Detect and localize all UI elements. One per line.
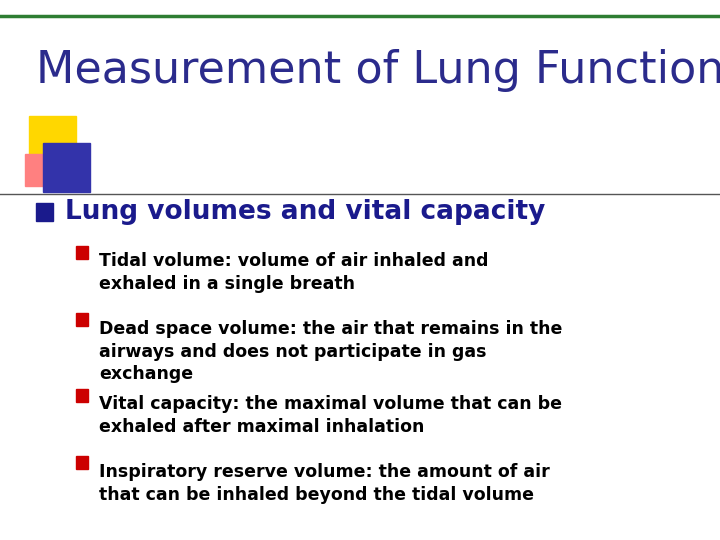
Bar bbox=[76, 313, 88, 326]
Bar bbox=[76, 456, 88, 469]
Text: Vital capacity: the maximal volume that can be
exhaled after maximal inhalation: Vital capacity: the maximal volume that … bbox=[99, 395, 562, 436]
Bar bbox=[76, 389, 88, 402]
Text: Tidal volume: volume of air inhaled and
exhaled in a single breath: Tidal volume: volume of air inhaled and … bbox=[99, 252, 489, 293]
Text: Measurement of Lung Function: Measurement of Lung Function bbox=[36, 49, 720, 92]
Bar bbox=[76, 246, 88, 259]
Bar bbox=[36, 203, 53, 221]
Bar bbox=[25, 154, 72, 186]
Text: Lung volumes and vital capacity: Lung volumes and vital capacity bbox=[65, 199, 545, 225]
Text: Dead space volume: the air that remains in the
airways and does not participate : Dead space volume: the air that remains … bbox=[99, 320, 563, 383]
Bar bbox=[29, 116, 76, 162]
Bar bbox=[43, 143, 90, 192]
Text: Inspiratory reserve volume: the amount of air
that can be inhaled beyond the tid: Inspiratory reserve volume: the amount o… bbox=[99, 463, 550, 504]
